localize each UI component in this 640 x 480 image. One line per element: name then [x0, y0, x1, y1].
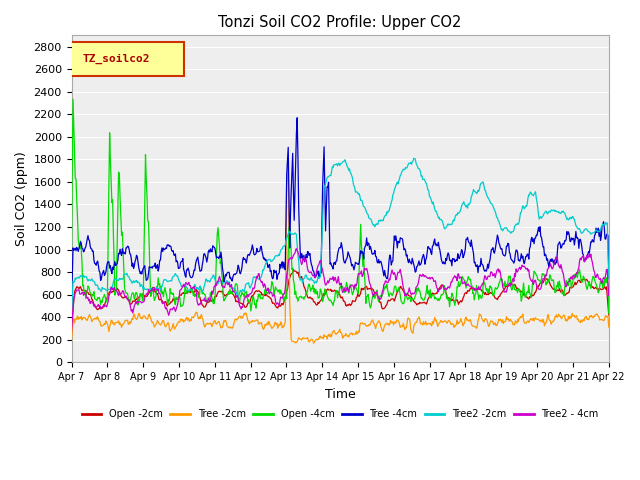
Legend: Open -2cm, Tree -2cm, Open -4cm, Tree -4cm, Tree2 -2cm, Tree2 - 4cm: Open -2cm, Tree -2cm, Open -4cm, Tree -4… — [77, 405, 603, 423]
Title: Tonzi Soil CO2 Profile: Upper CO2: Tonzi Soil CO2 Profile: Upper CO2 — [218, 15, 462, 30]
Text: TZ_soilco2: TZ_soilco2 — [83, 54, 150, 64]
Y-axis label: Soil CO2 (ppm): Soil CO2 (ppm) — [15, 152, 28, 246]
X-axis label: Time: Time — [324, 388, 355, 401]
FancyBboxPatch shape — [69, 42, 184, 76]
